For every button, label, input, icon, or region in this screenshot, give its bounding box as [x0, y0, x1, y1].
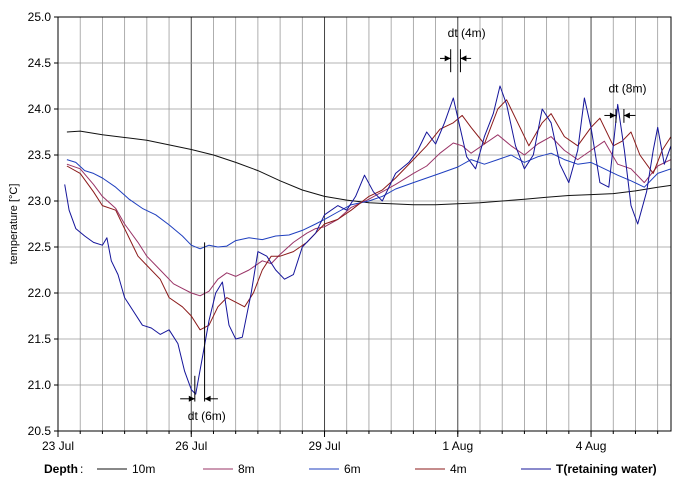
x-tick-label: 1 Aug: [442, 439, 473, 453]
y-axis-label: temperature [°C]: [8, 184, 20, 265]
y-tick-label: 22.0: [28, 286, 52, 300]
series-line-6m: [66, 152, 672, 250]
y-tick-label: 22.5: [28, 240, 52, 254]
y-axis-ticks: 20.5 21.0 21.5 22.0 22.5 23.0 23.5 24.0 24.5 25.0: [28, 10, 58, 438]
legend-colon: :: [80, 462, 83, 476]
x-tick-label: 26 Jul: [175, 439, 207, 453]
series-layer: [64, 85, 672, 395]
x-tick-label: 29 Jul: [309, 439, 341, 453]
y-tick-label: 23.0: [28, 194, 52, 208]
x-tick-label: 23 Jul: [42, 439, 74, 453]
y-tick-label: 24.0: [28, 102, 52, 116]
annotations: dt (4m) dt (8m) dt (6m): [180, 26, 646, 423]
legend: Depth : 10m 8m 6m 4m T(retaining water): [44, 462, 657, 476]
legend-item-label: 10m: [132, 462, 155, 476]
y-tick-label: 24.5: [28, 56, 52, 70]
arrow-head-icon: [188, 395, 195, 402]
annotation-label: dt (4m): [448, 26, 486, 40]
dt-annotation: dt (6m): [180, 242, 226, 423]
arrow-head-icon: [460, 55, 467, 62]
y-tick-label: 25.0: [28, 10, 52, 24]
series-line-4m: [66, 99, 672, 331]
legend-item-label: 4m: [450, 462, 467, 476]
y-tick-label: 23.5: [28, 148, 52, 162]
dt-annotation: dt (4m): [440, 26, 486, 73]
y-tick-label: 20.5: [28, 424, 52, 438]
arrow-head-icon: [609, 112, 616, 119]
grid: [58, 17, 671, 431]
arrow-head-icon: [623, 112, 630, 119]
series-line-10m: [66, 130, 672, 206]
dt-annotation: dt (8m): [604, 81, 646, 123]
annotation-label: dt (8m): [608, 81, 646, 95]
legend-item-label: 6m: [344, 462, 361, 476]
annotation-label: dt (6m): [188, 409, 226, 423]
legend-title: Depth: [44, 462, 78, 476]
arrow-head-icon: [444, 55, 451, 62]
y-tick-label: 21.5: [28, 332, 52, 346]
arrow-head-icon: [204, 395, 211, 402]
x-tick-label: 4 Aug: [576, 439, 607, 453]
x-axis-ticks: 23 Jul 26 Jul 29 Jul 1 Aug 4 Aug: [42, 431, 659, 453]
series-line-t-retaining-water-: [64, 85, 672, 395]
legend-item-label: T(retaining water): [556, 462, 657, 476]
y-tick-label: 21.0: [28, 378, 52, 392]
legend-item-label: 8m: [238, 462, 255, 476]
plot-frame: [57, 16, 672, 432]
